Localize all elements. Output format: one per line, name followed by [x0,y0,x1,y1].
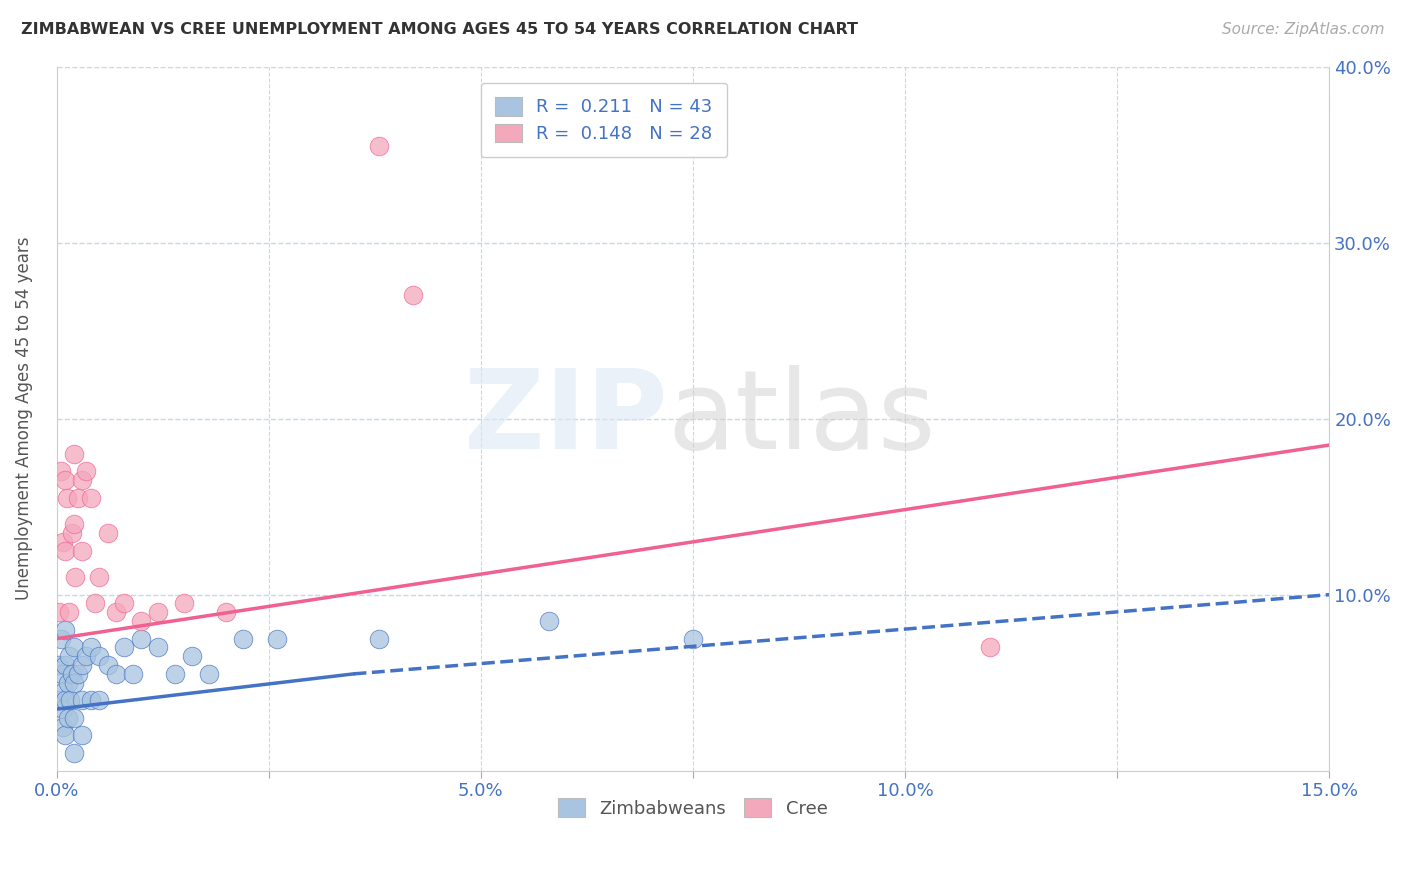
Point [79,693,101,707]
Point [979,640,1001,655]
Point [266,632,288,646]
Point [131,632,153,646]
Point [96,658,118,673]
Point [87,693,110,707]
Point [682,632,704,646]
Point [62,746,84,760]
Point [56,675,79,690]
Point [62,711,84,725]
Point [49,632,72,646]
Point [49,465,72,479]
Point [53,658,76,673]
Point [51,702,73,716]
Point [148,640,170,655]
Point [53,684,76,698]
Text: Source: ZipAtlas.com: Source: ZipAtlas.com [1222,22,1385,37]
Point [58,649,80,664]
Point [537,614,560,628]
Point [53,543,76,558]
Point [52,720,75,734]
Point [114,597,136,611]
Point [368,138,391,153]
Point [59,693,82,707]
Point [65,570,87,584]
Point [70,658,93,673]
Point [48,605,70,619]
Point [46,658,69,673]
Point [53,729,76,743]
Point [173,597,195,611]
Point [114,640,136,655]
Y-axis label: Unemployment Among Ages 45 to 54 years: Unemployment Among Ages 45 to 54 years [15,237,32,600]
Point [53,623,76,637]
Point [83,597,105,611]
Legend: Zimbabweans, Cree: Zimbabweans, Cree [551,791,835,825]
Text: ZIP: ZIP [464,365,668,472]
Point [66,666,89,681]
Point [105,605,128,619]
Point [181,649,204,664]
Point [53,473,76,487]
Point [70,729,93,743]
Point [148,605,170,619]
Text: ZIMBABWEAN VS CREE UNEMPLOYMENT AMONG AGES 45 TO 54 YEARS CORRELATION CHART: ZIMBABWEAN VS CREE UNEMPLOYMENT AMONG AG… [21,22,858,37]
Text: atlas: atlas [668,365,936,472]
Point [96,526,118,541]
Point [402,288,425,302]
Point [60,666,83,681]
Point [51,666,73,681]
Point [87,570,110,584]
Point [79,491,101,505]
Point [75,649,97,664]
Point [48,693,70,707]
Point [60,526,83,541]
Point [70,693,93,707]
Point [122,666,145,681]
Point [79,640,101,655]
Point [131,614,153,628]
Point [58,711,80,725]
Point [198,666,221,681]
Point [215,605,238,619]
Point [62,675,84,690]
Point [87,649,110,664]
Point [232,632,254,646]
Point [75,465,97,479]
Point [70,473,93,487]
Point [51,534,73,549]
Point [70,543,93,558]
Point [66,491,89,505]
Point [62,447,84,461]
Point [53,693,76,707]
Point [62,517,84,532]
Point [105,666,128,681]
Point [165,666,187,681]
Point [56,491,79,505]
Point [62,640,84,655]
Point [58,605,80,619]
Point [368,632,391,646]
